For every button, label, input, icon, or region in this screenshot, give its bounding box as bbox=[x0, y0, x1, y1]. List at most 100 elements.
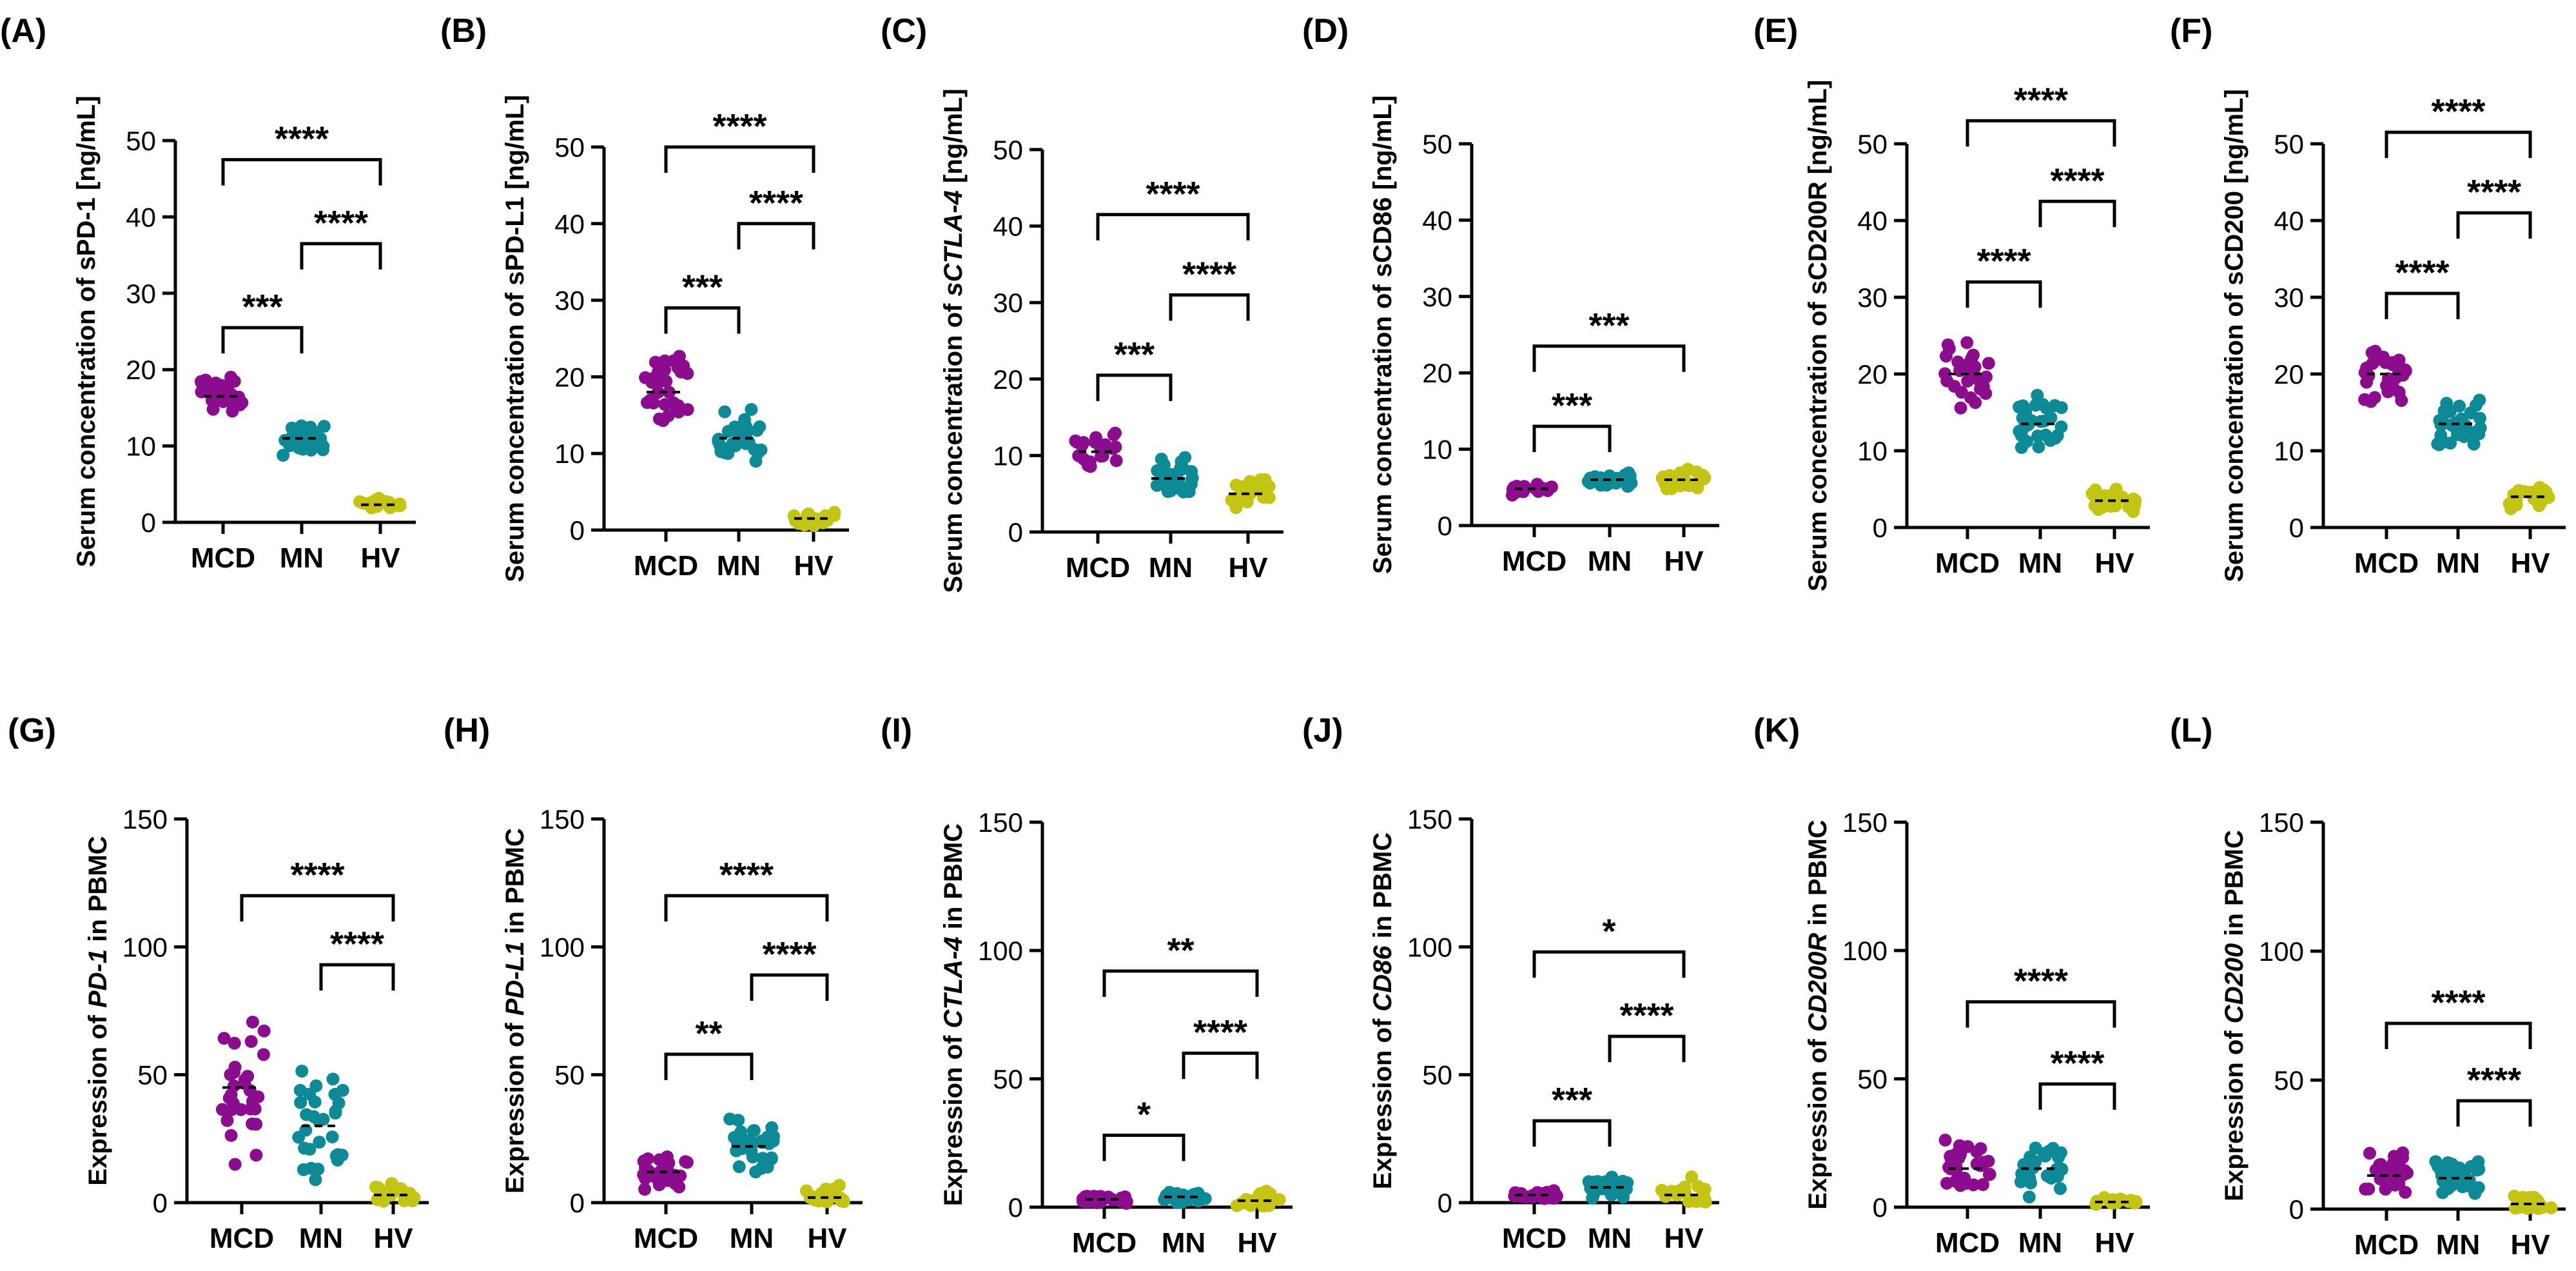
significance-label: **** bbox=[314, 204, 368, 242]
data-point bbox=[2444, 418, 2458, 431]
data-point bbox=[2544, 1201, 2558, 1215]
significance-bracket bbox=[664, 1052, 754, 1080]
data-point bbox=[2358, 393, 2372, 406]
x-tick-label-hv: HV bbox=[2510, 547, 2550, 579]
data-point bbox=[2027, 1158, 2041, 1171]
y-tick-label: 50 bbox=[554, 132, 585, 163]
data-point bbox=[681, 403, 694, 417]
data-point bbox=[246, 1094, 259, 1108]
data-point bbox=[653, 1153, 667, 1167]
data-point bbox=[732, 1114, 745, 1127]
y-tick-label: 50 bbox=[1857, 129, 1888, 159]
data-point bbox=[1107, 428, 1120, 442]
y-tick-label: 40 bbox=[1857, 206, 1888, 236]
significance-bracket bbox=[664, 894, 829, 921]
data-point bbox=[312, 1114, 326, 1128]
significance-bracket bbox=[319, 963, 395, 991]
significance-label: **** bbox=[749, 184, 803, 222]
data-point bbox=[1170, 1196, 1184, 1209]
panel-j: (J) 0 50 100 150 Expression of CD86 in PBMC MC… bbox=[1302, 712, 1719, 1254]
panel-label: (K) bbox=[1753, 712, 1800, 749]
series-hv bbox=[2089, 1191, 2143, 1211]
x-tick-label-hv: HV bbox=[2510, 1229, 2550, 1261]
significance-label: **** bbox=[1146, 175, 1200, 213]
data-point bbox=[1938, 1134, 1952, 1147]
y-tick-label: 20 bbox=[1857, 359, 1888, 389]
data-point bbox=[292, 1130, 306, 1144]
data-point bbox=[282, 438, 296, 451]
significance-bracket bbox=[737, 222, 815, 250]
y-tick-label: 10 bbox=[1857, 436, 1888, 466]
data-point bbox=[1235, 1196, 1249, 1210]
significance-bracket bbox=[221, 326, 304, 354]
data-point bbox=[295, 1064, 309, 1078]
series-mcd bbox=[215, 1015, 271, 1171]
data-point bbox=[2379, 356, 2392, 369]
x-tick-label-mn: MN bbox=[1149, 552, 1193, 584]
data-point bbox=[1075, 438, 1089, 452]
x-tick-label-hv: HV bbox=[1228, 552, 1268, 584]
data-point bbox=[215, 1103, 229, 1116]
data-point bbox=[680, 1156, 694, 1169]
significance-label: **** bbox=[290, 856, 344, 894]
data-point bbox=[2536, 483, 2550, 497]
y-tick-label: 150 bbox=[122, 804, 168, 834]
y-tick-label: 100 bbox=[122, 932, 168, 962]
panel-label: (A) bbox=[0, 12, 46, 50]
data-point bbox=[1659, 1190, 1672, 1203]
x-tick-label-hv: HV bbox=[794, 550, 834, 582]
y-tick-label: 0 bbox=[153, 1188, 168, 1218]
data-point bbox=[1545, 480, 1558, 494]
data-point bbox=[807, 519, 821, 533]
y-tick-label: 40 bbox=[126, 202, 156, 232]
data-point bbox=[2044, 1172, 2058, 1185]
data-point bbox=[1588, 1176, 1601, 1189]
significance-label: **** bbox=[1182, 255, 1236, 293]
x-tick-label-hv: HV bbox=[360, 542, 400, 574]
data-point bbox=[732, 1160, 746, 1174]
data-point bbox=[749, 1165, 763, 1179]
data-point bbox=[745, 403, 758, 417]
data-point bbox=[746, 1150, 759, 1164]
panel-label: (F) bbox=[2170, 12, 2212, 50]
data-point bbox=[1526, 1190, 1539, 1204]
y-tick-label: 50 bbox=[1422, 129, 1452, 159]
significance-label: *** bbox=[682, 268, 723, 306]
data-point bbox=[819, 509, 832, 522]
data-point bbox=[249, 1118, 263, 1131]
data-point bbox=[217, 1032, 231, 1045]
data-point bbox=[277, 449, 290, 462]
x-tick-label-mn: MN bbox=[2436, 547, 2480, 579]
y-axis-label: Expression of CD200R in PBMC bbox=[1804, 820, 1832, 1210]
series-hv bbox=[369, 1177, 421, 1208]
data-point bbox=[329, 1105, 342, 1118]
data-point bbox=[1966, 366, 1980, 379]
data-point bbox=[2022, 1190, 2036, 1204]
panel-label: (B) bbox=[440, 12, 487, 50]
y-tick-label: 10 bbox=[1422, 435, 1452, 465]
series-hv bbox=[353, 491, 407, 515]
data-point bbox=[2443, 405, 2457, 419]
significance-label: * bbox=[1137, 1096, 1151, 1134]
series-mcd bbox=[1069, 426, 1123, 473]
data-point bbox=[380, 497, 394, 510]
significance-bracket bbox=[1182, 1051, 1259, 1079]
data-point bbox=[2434, 1165, 2448, 1178]
x-tick-label-hv: HV bbox=[1237, 1227, 1277, 1259]
series-mn bbox=[2429, 1155, 2486, 1200]
data-point bbox=[1173, 464, 1186, 478]
data-point bbox=[2025, 414, 2038, 428]
data-point bbox=[2535, 1199, 2548, 1213]
data-point bbox=[1094, 1190, 1107, 1203]
data-point bbox=[2129, 1195, 2143, 1208]
data-point bbox=[317, 439, 330, 453]
data-point bbox=[1964, 391, 1977, 404]
data-point bbox=[365, 496, 378, 509]
data-point bbox=[1960, 336, 1974, 350]
data-point bbox=[765, 1151, 778, 1165]
significance-bracket bbox=[1966, 280, 2042, 308]
data-point bbox=[2453, 1161, 2466, 1175]
significance-label: **** bbox=[719, 856, 774, 894]
significance-bracket bbox=[1096, 373, 1173, 401]
x-tick-label-mcd: MCD bbox=[2354, 1229, 2419, 1261]
